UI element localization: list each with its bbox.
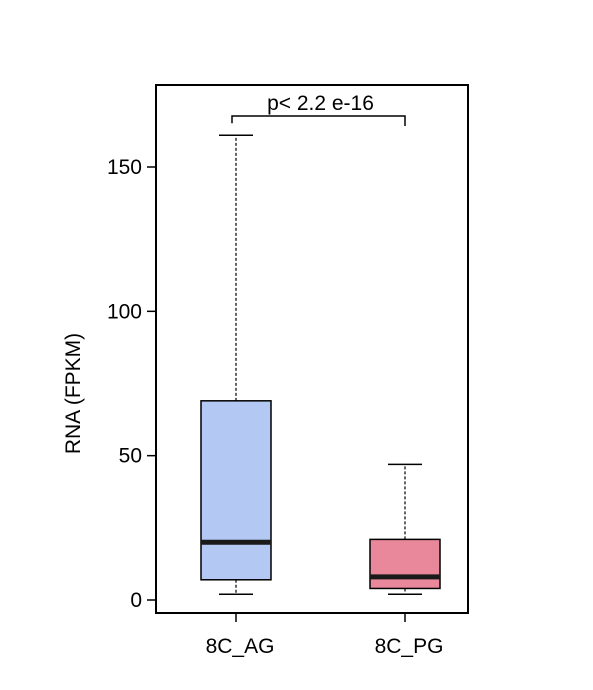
x-axis-labels: 8C_AG 8C_PG xyxy=(206,613,444,658)
p-value-label: p< 2.2 e-16 xyxy=(267,92,374,115)
y-tick-label: 100 xyxy=(107,300,142,323)
boxes xyxy=(200,134,441,595)
y-axis-title: RNA (FPKM) xyxy=(62,333,85,454)
x-tick-label: 8C_AG xyxy=(206,635,275,658)
box-8C_AG xyxy=(200,134,272,595)
y-tick-label: 150 xyxy=(107,156,142,179)
y-tick-label: 50 xyxy=(119,445,142,468)
iqr-box xyxy=(369,538,441,590)
significance-bracket xyxy=(231,115,406,126)
x-tick-label: 8C_PG xyxy=(375,635,444,658)
plot-frame xyxy=(155,84,469,614)
significance-annotation: p< 2.2 e-16 xyxy=(231,92,406,126)
box-8C_PG xyxy=(369,463,441,595)
y-axis: 0 50 100 150 xyxy=(107,156,156,612)
iqr-box xyxy=(200,400,272,581)
y-tick-label: 0 xyxy=(130,589,142,612)
